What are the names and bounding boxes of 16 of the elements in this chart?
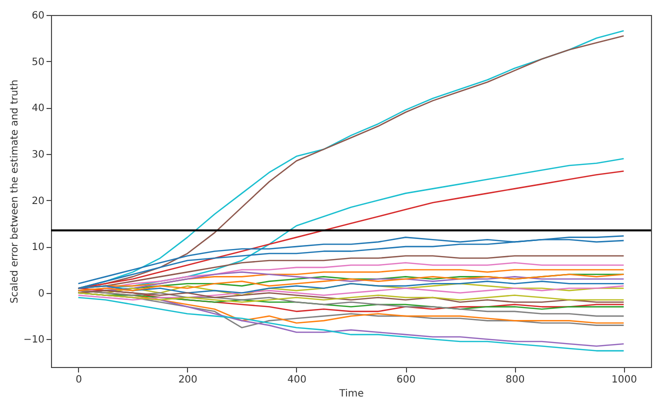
x-tick-label: 600 — [396, 374, 416, 386]
y-tick-label: 0 — [38, 288, 44, 300]
y-tick-label: 30 — [32, 149, 44, 160]
x-tick-label: 0 — [76, 374, 82, 386]
y-tick-label: −10 — [23, 334, 44, 346]
y-tick-label: 10 — [32, 242, 44, 254]
x-tick-label: 1000 — [612, 374, 637, 386]
x-tick-label: 400 — [287, 374, 306, 386]
x-tick-label: 200 — [178, 374, 198, 386]
y-tick-label: 50 — [32, 56, 44, 68]
y-axis-title: Scaled error between the estimate and truth — [9, 80, 20, 304]
y-tick-label: 20 — [32, 196, 44, 207]
x-axis-title: Time — [338, 388, 364, 400]
y-tick-label: 40 — [32, 103, 44, 114]
y-tick-label: 60 — [32, 10, 44, 22]
x-tick-label: 800 — [506, 374, 525, 386]
